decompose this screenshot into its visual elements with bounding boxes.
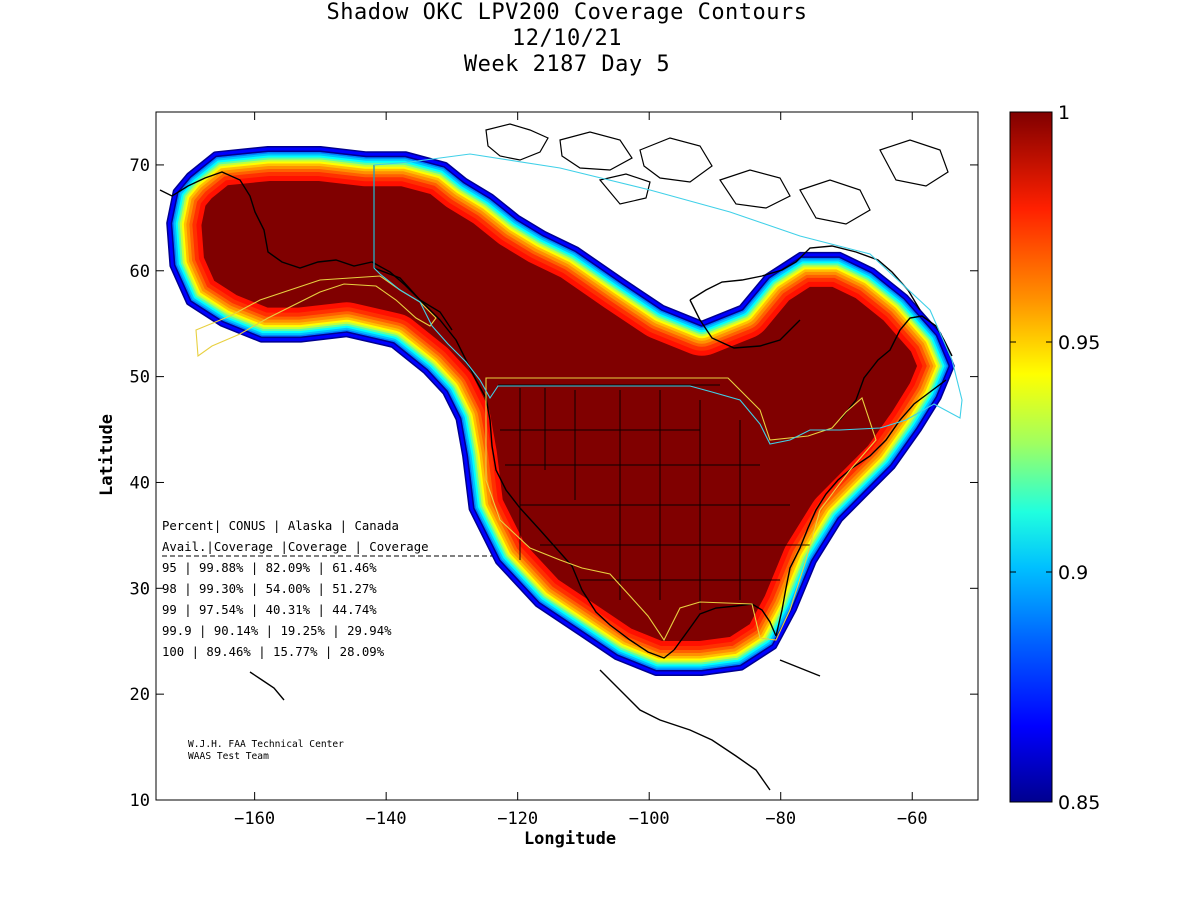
- x-tick-label: −100: [629, 809, 670, 829]
- region-outlines-cyan: [373, 153, 963, 445]
- contour-layers: [156, 112, 978, 800]
- chart-title: Shadow OKC LPV200 Coverage Contours: [326, 0, 808, 25]
- colorbar-tick-label: 0.9: [1058, 562, 1088, 584]
- table-row: 98 | 99.30% | 54.00% | 51.27%: [162, 582, 377, 597]
- x-axis-label: Longitude: [524, 829, 616, 849]
- colorbar-tick-label: 0.85: [1058, 792, 1100, 814]
- table-header-row-1: Percent| CONUS | Alaska | Canada: [162, 519, 399, 534]
- contour-core: [169, 149, 952, 673]
- table-row: 99.9 | 90.14% | 19.25% | 29.94%: [162, 624, 392, 639]
- colorbar-tick-label: 1: [1058, 102, 1070, 124]
- y-tick-label: 70: [130, 156, 150, 176]
- x-tick-label: −80: [765, 809, 796, 829]
- credit-line-2: WAAS Test Team: [188, 751, 269, 762]
- table-row: 95 | 99.88% | 82.09% | 61.46%: [162, 561, 377, 576]
- outside-mask: [156, 112, 978, 800]
- coastlines: [159, 171, 953, 791]
- y-tick-label: 50: [130, 368, 150, 388]
- y-tick-label: 30: [130, 579, 150, 599]
- chart-week-day: Week 2187 Day 5: [463, 52, 671, 77]
- y-tick-label: 40: [130, 473, 150, 493]
- region-outlines-yellow: [195, 275, 877, 642]
- y-tick-label: 20: [130, 685, 150, 705]
- colorbar-tick-label: 0.95: [1058, 332, 1100, 354]
- arctic-islands: [485, 123, 949, 225]
- table-row: 100 | 89.46% | 15.77% | 28.09%: [162, 645, 385, 660]
- contour-edge-1: [167, 147, 954, 675]
- y-tick-label: 60: [130, 262, 150, 282]
- y-axis-label: Latitude: [97, 414, 117, 496]
- coverage-stats-table: Percent| CONUS | Alaska | Canada Avail.|…: [162, 519, 492, 660]
- state-borders: [498, 384, 810, 610]
- credit-line-1: W.J.H. FAA Technical Center: [188, 739, 344, 750]
- x-tick-label: −120: [497, 809, 538, 829]
- plot-frame: [155, 111, 979, 801]
- table-row: 99 | 97.54% | 40.31% | 44.74%: [162, 603, 377, 618]
- x-tick-label: −160: [234, 809, 275, 829]
- colorbar: [1009, 111, 1053, 803]
- chart-date: 12/10/21: [512, 26, 622, 51]
- table-header-row-2: Avail.|Coverage |Coverage | Coverage: [162, 540, 429, 555]
- x-tick-label: −140: [366, 809, 407, 829]
- x-tick-label: −60: [897, 809, 928, 829]
- y-tick-label: 10: [130, 791, 150, 811]
